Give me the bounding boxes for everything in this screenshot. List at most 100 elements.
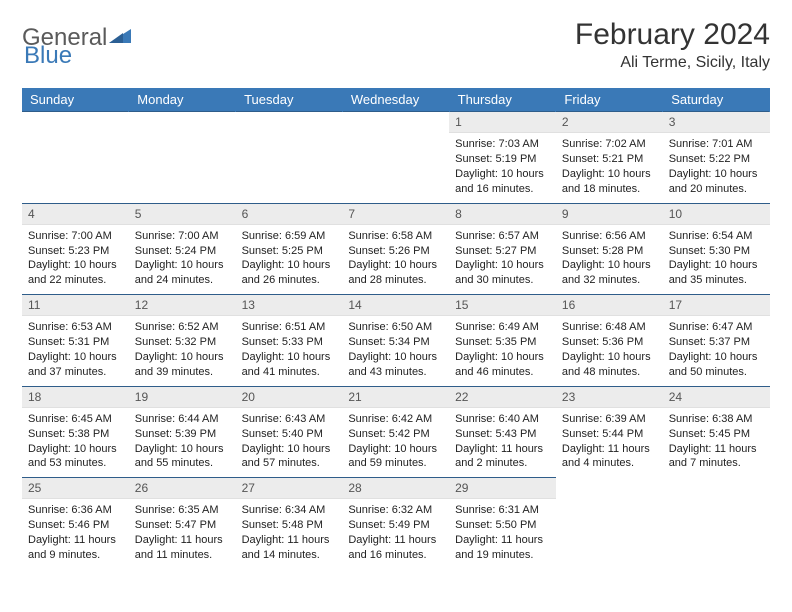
daylight-text: Daylight: 10 hours and 53 minutes. — [28, 442, 123, 472]
sunset-text: Sunset: 5:45 PM — [669, 427, 764, 442]
sunset-text: Sunset: 5:49 PM — [348, 518, 443, 533]
daylight-text: Daylight: 11 hours and 14 minutes. — [242, 533, 337, 563]
sunset-text: Sunset: 5:28 PM — [562, 244, 657, 259]
day-number: 10 — [663, 204, 770, 225]
day-number: 19 — [129, 387, 236, 408]
day-content: Sunrise: 6:34 AMSunset: 5:48 PMDaylight:… — [236, 499, 343, 568]
sunrise-text: Sunrise: 6:48 AM — [562, 320, 657, 335]
day-header: Wednesday — [342, 88, 449, 112]
day-number: 4 — [22, 204, 129, 225]
day-number: 17 — [663, 295, 770, 316]
sunset-text: Sunset: 5:22 PM — [669, 152, 764, 167]
day-header: Friday — [556, 88, 663, 112]
daylight-text: Daylight: 11 hours and 7 minutes. — [669, 442, 764, 472]
day-number: 13 — [236, 295, 343, 316]
logo-triangle-icon — [109, 22, 131, 50]
title-block: February 2024 Ali Terme, Sicily, Italy — [575, 18, 770, 72]
calendar-cell: 19Sunrise: 6:44 AMSunset: 5:39 PMDayligh… — [129, 386, 236, 478]
calendar-cell: 1Sunrise: 7:03 AMSunset: 5:19 PMDaylight… — [449, 112, 556, 204]
day-content: Sunrise: 6:43 AMSunset: 5:40 PMDaylight:… — [236, 408, 343, 477]
day-number: 24 — [663, 387, 770, 408]
calendar-cell: 15Sunrise: 6:49 AMSunset: 5:35 PMDayligh… — [449, 295, 556, 387]
sunset-text: Sunset: 5:19 PM — [455, 152, 550, 167]
sunrise-text: Sunrise: 6:35 AM — [135, 503, 230, 518]
daylight-text: Daylight: 10 hours and 57 minutes. — [242, 442, 337, 472]
daylight-text: Daylight: 10 hours and 39 minutes. — [135, 350, 230, 380]
day-content: Sunrise: 6:40 AMSunset: 5:43 PMDaylight:… — [449, 408, 556, 477]
calendar-cell: 3 Sunrise: 7:01 AMSunset: 5:22 PMDaylight… — [663, 112, 770, 204]
sunrise-text: Sunrise: 7:00 AM — [28, 229, 123, 244]
calendar-week: 4Sunrise: 7:00 AMSunset: 5:23 PMDaylight… — [22, 203, 770, 295]
day-number: 20 — [236, 387, 343, 408]
sunrise-text: Sunrise: 6:59 AM — [242, 229, 337, 244]
daylight-text: Daylight: 10 hours and 30 minutes. — [455, 258, 550, 288]
day-number: 23 — [556, 387, 663, 408]
calendar-cell: 13Sunrise: 6:51 AMSunset: 5:33 PMDayligh… — [236, 295, 343, 387]
calendar-cell: 6Sunrise: 6:59 AMSunset: 5:25 PMDaylight… — [236, 203, 343, 295]
daylight-text: Daylight: 11 hours and 2 minutes. — [455, 442, 550, 472]
sunrise-text: Sunrise: 6:42 AM — [348, 412, 443, 427]
day-content: Sunrise: 6:42 AMSunset: 5:42 PMDaylight:… — [342, 408, 449, 477]
sunset-text: Sunset: 5:36 PM — [562, 335, 657, 350]
sunset-text: Sunset: 5:42 PM — [348, 427, 443, 442]
daylight-text: Daylight: 10 hours and 35 minutes. — [669, 258, 764, 288]
sunset-text: Sunset: 5:27 PM — [455, 244, 550, 259]
sunrise-text: Sunrise: 6:40 AM — [455, 412, 550, 427]
sunset-text: Sunset: 5:39 PM — [135, 427, 230, 442]
day-number: 18 — [22, 387, 129, 408]
day-content: Sunrise: 6:53 AMSunset: 5:31 PMDaylight:… — [22, 316, 129, 385]
calendar-day-headers: SundayMondayTuesdayWednesdayThursdayFrid… — [22, 88, 770, 112]
sunrise-text: Sunrise: 7:01 AM — [669, 137, 764, 152]
sunrise-text: Sunrise: 6:51 AM — [242, 320, 337, 335]
sunset-text: Sunset: 5:24 PM — [135, 244, 230, 259]
day-number: 8 — [449, 204, 556, 225]
sunrise-text: Sunrise: 6:34 AM — [242, 503, 337, 518]
sunset-text: Sunset: 5:38 PM — [28, 427, 123, 442]
calendar-cell: 10Sunrise: 6:54 AMSunset: 5:30 PMDayligh… — [663, 203, 770, 295]
calendar-cell: 12Sunrise: 6:52 AMSunset: 5:32 PMDayligh… — [129, 295, 236, 387]
sunrise-text: Sunrise: 6:32 AM — [348, 503, 443, 518]
day-number: 15 — [449, 295, 556, 316]
day-content: Sunrise: 6:32 AMSunset: 5:49 PMDaylight:… — [342, 499, 449, 568]
sunrise-text: Sunrise: 7:02 AM — [562, 137, 657, 152]
daylight-text: Daylight: 10 hours and 48 minutes. — [562, 350, 657, 380]
sunrise-text: Sunrise: 6:53 AM — [28, 320, 123, 335]
calendar-cell: 26Sunrise: 6:35 AMSunset: 5:47 PMDayligh… — [129, 478, 236, 569]
day-number: 21 — [342, 387, 449, 408]
day-number: 7 — [342, 204, 449, 225]
day-content: Sunrise: 6:47 AMSunset: 5:37 PMDaylight:… — [663, 316, 770, 385]
calendar-cell: 23Sunrise: 6:39 AMSunset: 5:44 PMDayligh… — [556, 386, 663, 478]
page-title: February 2024 — [575, 18, 770, 52]
calendar-cell: 18Sunrise: 6:45 AMSunset: 5:38 PMDayligh… — [22, 386, 129, 478]
sunrise-text: Sunrise: 6:47 AM — [669, 320, 764, 335]
day-number: 16 — [556, 295, 663, 316]
daylight-text: Daylight: 10 hours and 46 minutes. — [455, 350, 550, 380]
day-header: Monday — [129, 88, 236, 112]
sunrise-text: Sunrise: 6:44 AM — [135, 412, 230, 427]
sunrise-text: Sunrise: 6:36 AM — [28, 503, 123, 518]
day-content: Sunrise: 7:02 AMSunset: 5:21 PMDaylight:… — [556, 133, 663, 202]
day-number: 3 — [663, 112, 770, 133]
calendar-cell: 8Sunrise: 6:57 AMSunset: 5:27 PMDaylight… — [449, 203, 556, 295]
day-content: Sunrise: 6:57 AMSunset: 5:27 PMDaylight:… — [449, 225, 556, 294]
sunset-text: Sunset: 5:48 PM — [242, 518, 337, 533]
calendar-table: SundayMondayTuesdayWednesdayThursdayFrid… — [22, 88, 770, 569]
day-number: 29 — [449, 478, 556, 499]
sunrise-text: Sunrise: 6:49 AM — [455, 320, 550, 335]
sunset-text: Sunset: 5:25 PM — [242, 244, 337, 259]
sunset-text: Sunset: 5:37 PM — [669, 335, 764, 350]
day-number: 22 — [449, 387, 556, 408]
daylight-text: Daylight: 10 hours and 28 minutes. — [348, 258, 443, 288]
logo-text-blue: Blue — [24, 42, 72, 70]
day-content: Sunrise: 7:00 AMSunset: 5:23 PMDaylight:… — [22, 225, 129, 294]
daylight-text: Daylight: 10 hours and 50 minutes. — [669, 350, 764, 380]
day-number: 12 — [129, 295, 236, 316]
calendar-cell — [342, 112, 449, 204]
sunset-text: Sunset: 5:32 PM — [135, 335, 230, 350]
day-header: Tuesday — [236, 88, 343, 112]
day-header: Sunday — [22, 88, 129, 112]
sunrise-text: Sunrise: 6:31 AM — [455, 503, 550, 518]
sunset-text: Sunset: 5:33 PM — [242, 335, 337, 350]
day-content: Sunrise: 6:44 AMSunset: 5:39 PMDaylight:… — [129, 408, 236, 477]
daylight-text: Daylight: 10 hours and 20 minutes. — [669, 167, 764, 197]
